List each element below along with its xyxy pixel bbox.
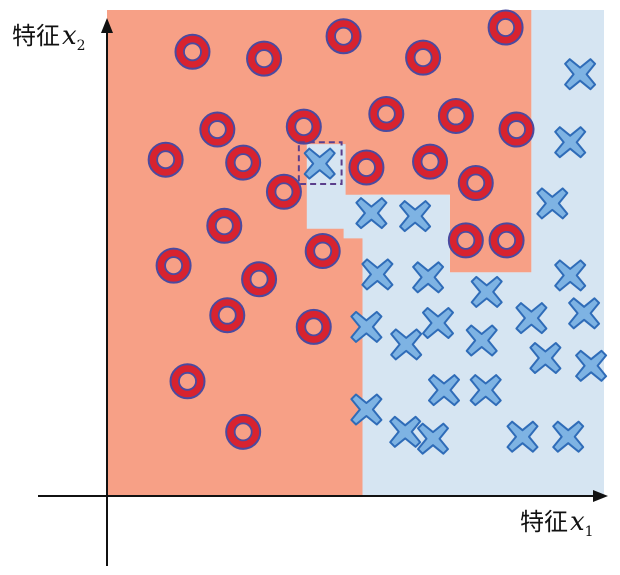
cross-point — [554, 126, 587, 159]
circle-point — [155, 247, 192, 284]
cross-point — [568, 297, 601, 330]
circle-point — [209, 297, 246, 334]
circle-point — [348, 149, 385, 186]
cross-point — [536, 187, 569, 220]
cross-point — [506, 420, 539, 453]
axes — [38, 18, 608, 566]
cross-point — [412, 261, 445, 294]
circle-point — [199, 111, 236, 148]
cross-region — [343, 10, 604, 496]
circle-point — [487, 9, 524, 46]
cross-point — [554, 259, 587, 292]
x-axis-arrow — [593, 490, 608, 502]
circle-point — [457, 165, 494, 202]
circle-point — [206, 207, 243, 244]
circle-point — [325, 18, 362, 55]
circle-point — [265, 173, 302, 210]
circle-point — [412, 143, 449, 180]
highlight-box — [297, 141, 343, 185]
y-axis-label: 特征x2 — [12, 21, 86, 54]
cross-point — [350, 310, 383, 343]
circle-point — [225, 144, 262, 181]
cross-point — [470, 275, 503, 308]
highlight-layer — [297, 141, 343, 185]
cross-point — [355, 197, 388, 230]
circle-point — [285, 108, 322, 145]
cross-point — [361, 258, 394, 291]
circle-point — [241, 261, 278, 298]
circle-point — [295, 308, 332, 345]
circle-point — [304, 233, 341, 270]
circle-point — [147, 141, 184, 178]
x-axis-label: 特征x1 — [520, 507, 594, 540]
cross-point — [428, 374, 460, 407]
circle-point — [437, 97, 474, 134]
cross-point — [575, 349, 608, 382]
cross-point — [529, 342, 562, 374]
data-points — [147, 9, 608, 455]
cross-point — [350, 393, 383, 426]
cross-point — [515, 302, 548, 335]
circle-point — [488, 222, 525, 259]
cross-point — [469, 374, 502, 407]
cross-point — [564, 58, 597, 91]
cross-point — [390, 328, 423, 361]
circle-point — [498, 111, 535, 148]
circle-point — [405, 39, 442, 76]
circle-point — [368, 96, 405, 133]
y-axis-arrow — [101, 18, 113, 33]
cross-point — [552, 420, 585, 453]
cross-point — [389, 415, 422, 448]
cross-point — [465, 324, 498, 357]
circle-point — [447, 222, 484, 259]
cross-point — [399, 200, 432, 233]
cross-point — [422, 307, 454, 339]
cross-point — [417, 422, 449, 455]
circle-point — [246, 40, 283, 77]
circle-point — [169, 363, 206, 400]
cross-point — [303, 147, 336, 180]
circle-point — [225, 413, 262, 450]
circle-point — [174, 33, 211, 70]
